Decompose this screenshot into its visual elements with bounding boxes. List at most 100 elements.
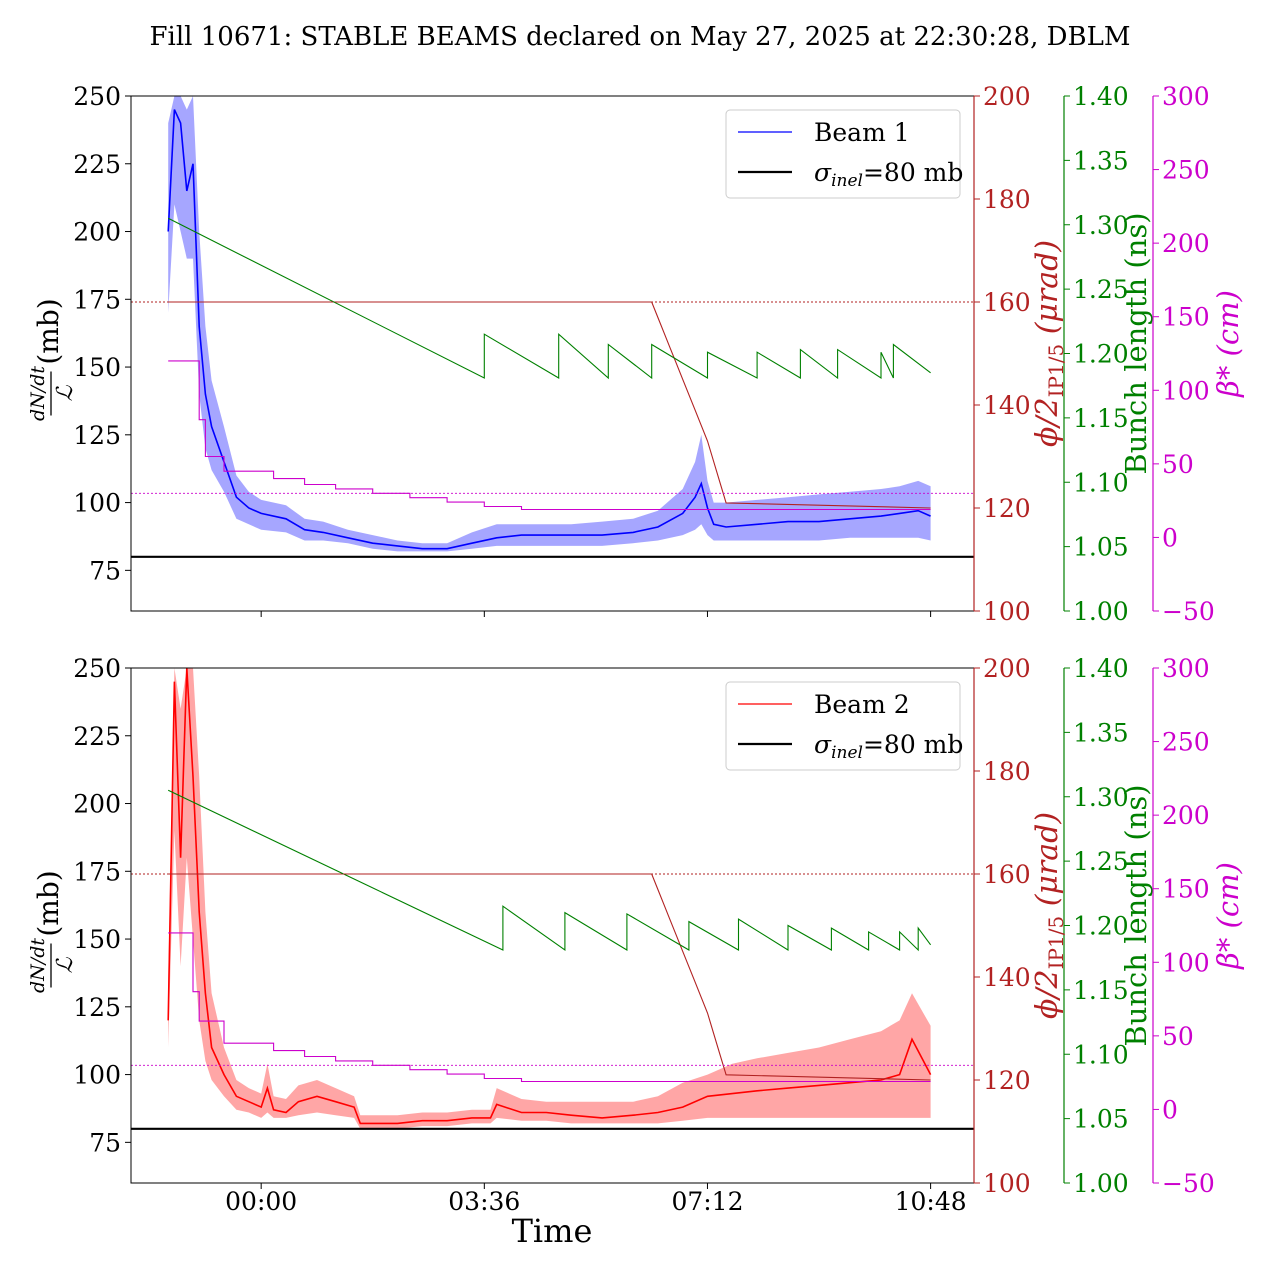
series-beta-star (168, 932, 931, 1083)
x-tick-label: 03:36 (448, 1187, 520, 1216)
left-axis-label: dN/dt ℒ (mb) (27, 298, 78, 421)
right2-tick-label: 1.25 (1073, 275, 1129, 304)
right1-tick-label: 140 (983, 963, 1031, 992)
left-tick-label: 250 (73, 82, 121, 111)
right3-tick-label: 50 (1162, 450, 1194, 479)
right3-axis-label: β* (cm) (1211, 862, 1245, 970)
panel-beam2: 75 100 125 150 175 200 225 250 100 120 140 160 180 20… (27, 654, 1245, 1216)
right3-tick-label: −50 (1162, 1169, 1215, 1198)
right2-tick-label: 1.20 (1073, 340, 1129, 369)
right1-axis-label-text: ϕ/2IP1/5 (μrad) (1030, 812, 1068, 1019)
right3-tick-label: 100 (1162, 948, 1210, 977)
right1-tick-label: 160 (983, 288, 1031, 317)
left-tick-label: 150 (73, 353, 121, 382)
left-axis-label-unit: (mb) (32, 298, 65, 364)
right2-axis-label: Bunch length (ns) (1119, 212, 1153, 474)
right2-tick-label: 1.20 (1073, 912, 1129, 941)
right3-tick-label: 250 (1162, 156, 1210, 185)
right2-tick-label: 1.10 (1073, 1040, 1129, 1069)
right2-tick-label: 1.15 (1073, 404, 1129, 433)
right1-tick-label: 160 (983, 860, 1031, 889)
left-tick-label: 75 (89, 1128, 121, 1157)
legend-label: σinel=80 mb (814, 158, 963, 191)
right2-axis-label-text: Bunch length (ns) (1119, 784, 1153, 1046)
right1-tick-label: 100 (983, 597, 1031, 626)
right3-tick-label: 150 (1162, 303, 1210, 332)
right3-label-main: β* (1211, 356, 1245, 397)
right1-axis-label: ϕ/2IP1/5 (μrad) (1030, 812, 1068, 1019)
x-tick-label: 00:00 (225, 1187, 297, 1216)
right3-tick-label: 300 (1162, 654, 1210, 683)
figure-title: Fill 10671: STABLE BEAMS declared on May… (150, 22, 1131, 52)
right1-tick-label: 180 (983, 185, 1031, 214)
series-beta-star (168, 360, 931, 511)
right2-tick-label: 1.15 (1073, 976, 1129, 1005)
right1-label-sub: IP1/5 (1044, 916, 1068, 970)
right1-label-main: ϕ/2 (1030, 969, 1065, 1019)
right1-tick-label: 120 (983, 494, 1031, 523)
right2-tick-label: 1.40 (1073, 82, 1129, 111)
right3-tick-label: 300 (1162, 82, 1210, 111)
right1-axis-label: ϕ/2IP1/5 (μrad) (1030, 240, 1068, 447)
series-bunch-length (167, 789, 932, 952)
right3-tick-label: 0 (1162, 1095, 1178, 1124)
right1-tick-label: 120 (983, 1066, 1031, 1095)
right3-label-unit: (cm) (1211, 290, 1245, 356)
x-tick-label: 07:12 (671, 1187, 743, 1216)
right2-tick-label: 1.35 (1073, 146, 1129, 175)
left-tick-label: 250 (73, 654, 121, 683)
plot-area (131, 668, 974, 1130)
left-tick-label: 175 (73, 285, 121, 314)
panel-beam1: 75 100 125 150 175 200 225 250 100 120 140 160 180 20… (27, 82, 1245, 626)
series-beam-1 (167, 109, 931, 550)
left-tick-label: 125 (73, 421, 121, 450)
right2-axis-label: Bunch length (ns) (1119, 784, 1153, 1046)
right1-label-unit: (μrad) (1030, 812, 1065, 916)
legend-label-rest: =80 mb (863, 158, 963, 187)
right2-tick-label: 1.05 (1073, 1105, 1129, 1134)
left-tick-label: 75 (89, 556, 121, 585)
series-bunch-length (167, 217, 931, 380)
right3-axis-label-text: β* (cm) (1211, 862, 1245, 970)
legend-label: σinel=80 mb (814, 730, 963, 763)
right3-tick-label: 250 (1162, 728, 1210, 757)
right2-tick-label: 1.25 (1073, 847, 1129, 876)
x-axis-label: Time (512, 1212, 593, 1250)
right2-tick-label: 1.40 (1073, 654, 1129, 683)
right1-tick-label: 100 (983, 1169, 1031, 1198)
left-tick-label: 175 (73, 857, 121, 886)
right1-label-unit: (μrad) (1030, 240, 1065, 344)
legend-label-rest: =80 mb (863, 730, 963, 759)
left-tick-label: 150 (73, 925, 121, 954)
right2-axis-label-text: Bunch length (ns) (1119, 212, 1153, 474)
left-tick-label: 225 (73, 150, 121, 179)
right2-tick-label: 1.00 (1073, 597, 1129, 626)
right2-tick-label: 1.35 (1073, 718, 1129, 747)
right3-label-unit: (cm) (1211, 862, 1245, 928)
legend-label-sigma: σ (814, 730, 832, 759)
right3-tick-label: 50 (1162, 1022, 1194, 1051)
left-axis-label-den: ℒ (53, 384, 78, 401)
left-axis-label-den: ℒ (53, 956, 78, 973)
right2-tick-label: 1.30 (1073, 211, 1129, 240)
left-tick-label: 100 (73, 1061, 121, 1090)
left-tick-label: 200 (73, 218, 121, 247)
right1-label-sub: IP1/5 (1044, 344, 1068, 398)
right3-tick-label: 200 (1162, 801, 1210, 830)
legend-label: Beam 2 (814, 690, 910, 719)
right3-tick-label: 0 (1162, 523, 1178, 552)
right1-tick-label: 200 (983, 82, 1031, 111)
left-tick-label: 225 (73, 722, 121, 751)
left-axis-label-num: dN/dt (27, 938, 49, 993)
right3-tick-label: 150 (1162, 875, 1210, 904)
right3-tick-label: −50 (1162, 597, 1215, 626)
plot-area (131, 96, 974, 558)
left-tick-label: 125 (73, 993, 121, 1022)
right2-tick-label: 1.05 (1073, 533, 1129, 562)
right3-axis-label: β* (cm) (1211, 290, 1245, 398)
right1-tick-label: 180 (983, 757, 1031, 786)
series-beam-2 (167, 668, 932, 1125)
legend-label-sub: inel (831, 171, 863, 191)
right2-tick-label: 1.30 (1073, 783, 1129, 812)
